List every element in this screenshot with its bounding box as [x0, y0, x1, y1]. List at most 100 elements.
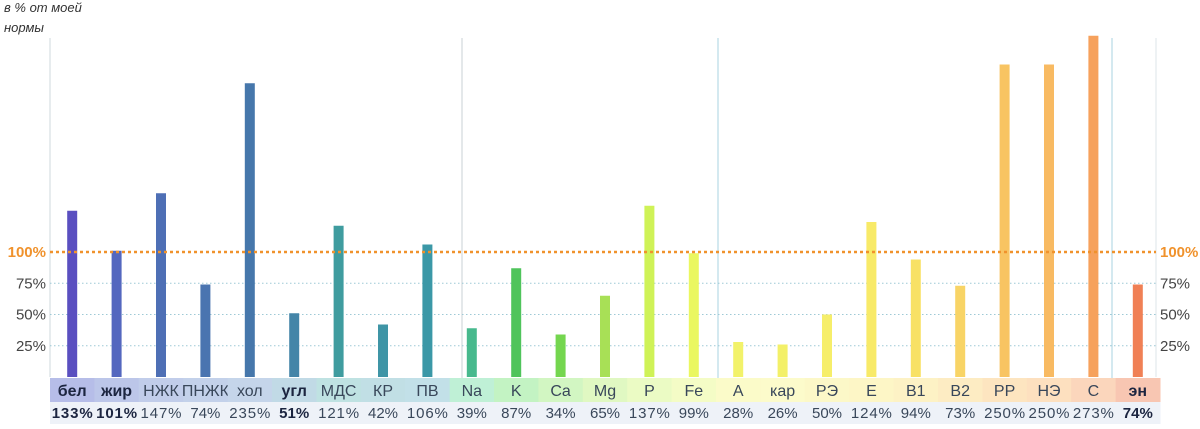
- value-label-13: 65%: [590, 405, 620, 422]
- category-label-23: НЭ: [1037, 383, 1060, 400]
- category-label-3: НЖК: [143, 383, 179, 400]
- value-cell-19: [849, 402, 895, 424]
- value-label-12: 34%: [546, 405, 576, 422]
- category-label-14: P: [644, 383, 655, 400]
- bar-6: [289, 313, 300, 377]
- value-cell-8: [360, 402, 406, 424]
- value-cell-16: [716, 402, 761, 424]
- category-label-6: угл: [282, 383, 307, 400]
- category-cell-2: [94, 378, 140, 402]
- value-cell-5: [227, 402, 273, 424]
- value-cell-21: [938, 402, 983, 424]
- value-cell-3: [138, 402, 184, 424]
- bar-11: [511, 268, 522, 377]
- value-label-14: 137%: [629, 405, 670, 422]
- y-tick-left-50: 50%: [16, 307, 46, 324]
- category-label-24: С: [1088, 383, 1100, 400]
- bar-1: [67, 210, 78, 377]
- bar-4: [200, 284, 211, 377]
- bar-10: [466, 328, 477, 377]
- category-cell-19: [849, 378, 895, 402]
- category-cell-20: [893, 378, 939, 402]
- category-label-2: жир: [100, 383, 132, 400]
- value-label-19: 124%: [851, 405, 892, 422]
- y-tick-left-100: 100%: [8, 244, 46, 261]
- category-cell-7: [316, 378, 362, 402]
- bar-23: [1044, 64, 1054, 377]
- value-label-8: 42%: [368, 405, 398, 422]
- value-label-20: 94%: [901, 405, 931, 422]
- value-label-11: 87%: [501, 405, 531, 422]
- category-label-15: Fe: [684, 383, 703, 400]
- y-tick-right-100: 100%: [1160, 244, 1198, 261]
- category-label-9: ПВ: [416, 383, 438, 400]
- category-label-13: Mg: [594, 383, 616, 400]
- bar-25: [1132, 284, 1143, 377]
- bar-9: [422, 244, 433, 377]
- value-label-9: 106%: [407, 405, 448, 422]
- value-label-17: 26%: [768, 405, 798, 422]
- category-label-21: В2: [950, 383, 970, 400]
- category-cell-18: [804, 378, 850, 402]
- category-label-22: РР: [994, 383, 1015, 400]
- bar-21: [955, 285, 966, 377]
- value-cell-18: [804, 402, 850, 424]
- bar-22: [999, 64, 1010, 377]
- category-label-7: МДС: [321, 383, 357, 400]
- category-cell-6: [272, 378, 317, 402]
- bar-14: [644, 205, 655, 377]
- category-label-4: ПНЖК: [182, 383, 230, 400]
- value-label-4: 74%: [190, 405, 220, 422]
- category-cell-5: [227, 378, 273, 402]
- value-label-7: 121%: [318, 405, 359, 422]
- value-label-3: 147%: [141, 405, 182, 422]
- bar-24: [1088, 35, 1099, 377]
- category-cell-16: [716, 378, 761, 402]
- category-label-16: A: [733, 383, 744, 400]
- category-cell-25: [1115, 378, 1161, 402]
- value-cell-10: [449, 402, 495, 424]
- bar-5: [244, 83, 255, 377]
- value-label-15: 99%: [679, 405, 709, 422]
- category-label-17: кар: [770, 383, 795, 400]
- value-cell-25: [1115, 402, 1161, 424]
- value-label-24: 273%: [1073, 405, 1114, 422]
- category-label-5: хол: [237, 383, 263, 400]
- value-cell-15: [671, 402, 717, 424]
- bar-3: [156, 193, 166, 377]
- value-cell-1: [50, 402, 95, 424]
- value-cell-4: [183, 402, 229, 424]
- bar-7: [333, 225, 344, 377]
- category-cell-15: [671, 378, 717, 402]
- y-axis-label-line-1: в % от моей: [4, 0, 82, 15]
- category-label-12: Ca: [550, 383, 571, 400]
- category-label-19: E: [866, 383, 877, 400]
- bar-13: [600, 295, 610, 377]
- y-tick-right-50: 50%: [1160, 307, 1190, 324]
- category-cell-1: [50, 378, 95, 402]
- category-cell-22: [982, 378, 1028, 402]
- category-label-11: K: [511, 383, 522, 400]
- bar-20: [910, 259, 921, 377]
- y-tick-left-75: 75%: [16, 275, 46, 292]
- bar-18: [822, 314, 832, 377]
- value-label-22: 250%: [984, 405, 1025, 422]
- y-tick-right-25: 25%: [1160, 338, 1190, 355]
- category-label-1: бел: [58, 383, 87, 400]
- bar-2: [111, 250, 122, 377]
- category-cell-3: [138, 378, 184, 402]
- value-label-21: 73%: [945, 405, 975, 422]
- value-cell-9: [405, 402, 451, 424]
- category-cell-13: [582, 378, 628, 402]
- bar-15: [688, 253, 699, 377]
- y-axis-label-line-2: нормы: [4, 20, 44, 35]
- value-label-18: 50%: [812, 405, 842, 422]
- bar-17: [777, 344, 788, 377]
- category-cell-21: [938, 378, 983, 402]
- category-cell-9: [405, 378, 451, 402]
- value-label-23: 250%: [1029, 405, 1070, 422]
- category-cell-8: [360, 378, 406, 402]
- value-label-2: 101%: [96, 405, 137, 422]
- value-cell-24: [1071, 402, 1117, 424]
